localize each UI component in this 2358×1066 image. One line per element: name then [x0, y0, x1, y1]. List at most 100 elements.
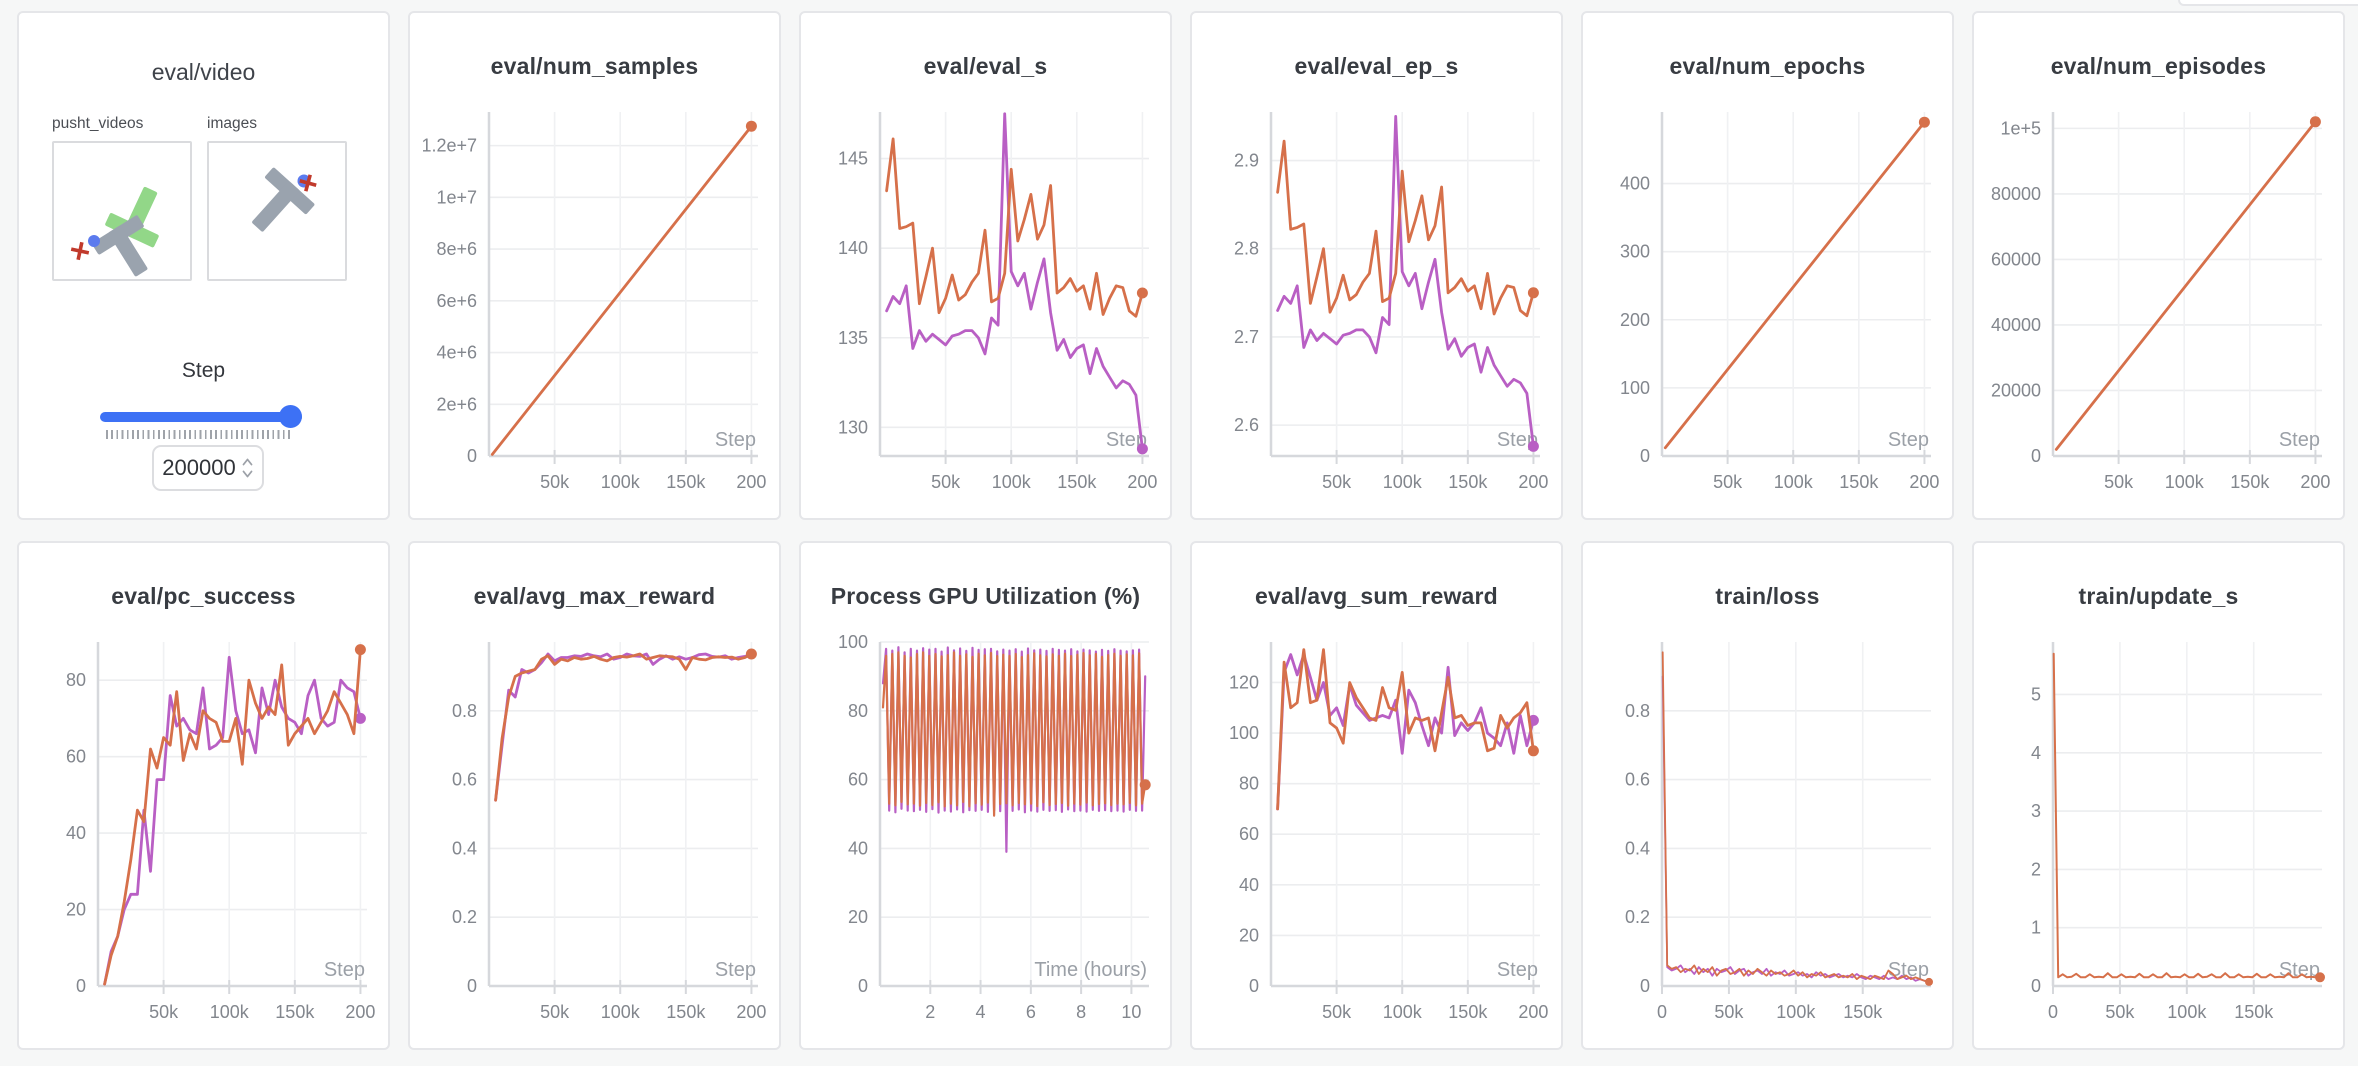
svg-text:0: 0	[1657, 1002, 1667, 1022]
chart-eval-avg-max-reward[interactable]: 0 0.2 0.4 0.6 0.8 50k 100k 150k 200 Step	[423, 632, 768, 1032]
chart-eval-num-samples[interactable]: 0 2e+6 4e+6 6e+6 8e+6 1e+7 1.2e+7 50k 100k 150k 20…	[423, 102, 768, 502]
svg-text:0.4: 0.4	[1625, 838, 1650, 858]
svg-text:150k: 150k	[1448, 472, 1488, 492]
svg-text:0.4: 0.4	[452, 838, 477, 858]
svg-text:150k: 150k	[1843, 1002, 1883, 1022]
svg-text:100: 100	[838, 632, 868, 652]
svg-text:100k: 100k	[2165, 472, 2205, 492]
svg-text:0.6: 0.6	[452, 770, 477, 790]
panel-eval-num-epochs: eval/num_epochs 0 100 200 300 400 50k 100k 150k…	[1581, 11, 1954, 520]
svg-text:Step: Step	[1888, 959, 1929, 981]
chart-eval-eval-ep-s[interactable]: 2.6 2.7 2.8 2.9 50k 100k 150k 200 Step	[1205, 102, 1550, 502]
chart-title: eval/eval_s	[923, 53, 1048, 79]
svg-text:60: 60	[1239, 824, 1259, 844]
svg-text:200: 200	[1909, 472, 1939, 492]
stepper-down-icon	[242, 470, 253, 478]
svg-text:200: 200	[736, 1002, 766, 1022]
chart-process-gpu-utilization[interactable]: 0 20 40 60 80 100 2 4 6 8 10 Time (hours)	[814, 632, 1159, 1032]
svg-text:40: 40	[848, 838, 868, 858]
panel-process-gpu-utilization: Process GPU Utilization (%) 0 20 40 60 80 100…	[799, 541, 1172, 1050]
svg-text:6: 6	[1026, 1002, 1036, 1022]
step-slider-track[interactable]	[100, 412, 302, 422]
svg-text:10: 10	[1121, 1002, 1141, 1022]
panel-train-loss: train/loss 0 0.2 0.4 0.6 0.8 0 50k 100k 150k Step	[1581, 541, 1954, 1050]
svg-text:80: 80	[66, 670, 86, 690]
chart-eval-eval-s[interactable]: 130 135 140 145 50k 100k 150k 200 Step	[814, 102, 1159, 502]
svg-text:200: 200	[345, 1002, 375, 1022]
panel-eval-num-episodes: eval/num_episodes 0 20000 40000 60000 80000 1…	[1972, 11, 2345, 520]
svg-text:20: 20	[848, 907, 868, 927]
svg-text:150k: 150k	[2234, 1002, 2274, 1022]
svg-text:120: 120	[1229, 672, 1259, 692]
pusht-target-cross-icon	[70, 241, 90, 261]
svg-text:4: 4	[976, 1002, 986, 1022]
panel-eval-eval-ep-s: eval/eval_ep_s 2.6 2.7 2.8 2.9 50k 100k 150k 20…	[1190, 11, 1563, 520]
svg-text:100: 100	[1620, 378, 1650, 398]
svg-text:0: 0	[2048, 1002, 2058, 1022]
chart-title: train/loss	[1715, 583, 1820, 609]
chart-eval-num-episodes[interactable]: 0 20000 40000 60000 80000 1e+5 50k 100k 150k 200 S…	[1987, 102, 2332, 502]
chart-eval-avg-sum-reward[interactable]: 0 20 40 60 80 100 120 50k 100k 150k 200 Step	[1205, 632, 1550, 1032]
images-scene-image	[252, 167, 317, 232]
svg-text:50k: 50k	[149, 1002, 179, 1022]
chart-title: train/update_s	[2078, 583, 2239, 609]
chart-title: eval/num_samples	[490, 53, 699, 79]
chart-title: eval/eval_ep_s	[1294, 53, 1459, 79]
step-slider-label: Step	[181, 359, 226, 382]
panel-eval-eval-s: eval/eval_s 130 135 140 145 50k 100k 150k 200 St…	[799, 11, 1172, 520]
svg-text:2.7: 2.7	[1234, 327, 1259, 347]
media-panel-title: eval/video	[151, 59, 256, 85]
svg-text:200: 200	[1620, 310, 1650, 330]
step-stepper[interactable]	[241, 456, 254, 480]
svg-text:100k: 100k	[992, 472, 1032, 492]
partial-panel-edge	[2178, 0, 2358, 6]
svg-text:2.9: 2.9	[1234, 151, 1259, 171]
chart-train-update-s[interactable]: 0 1 2 3 4 5 0 50k 100k 150k Step	[1987, 632, 2332, 1032]
svg-text:Time (hours): Time (hours)	[1034, 959, 1147, 981]
svg-text:140: 140	[838, 238, 868, 258]
media-label-pusht-videos: pusht_videos	[52, 115, 144, 132]
svg-text:60000: 60000	[1991, 249, 2041, 269]
svg-text:0: 0	[2031, 446, 2041, 466]
panel-eval-avg-sum-reward: eval/avg_sum_reward 0 20 40 60 80 100 120 50k 10…	[1190, 541, 1563, 1050]
svg-text:150k: 150k	[1057, 472, 1097, 492]
svg-text:50k: 50k	[1713, 472, 1743, 492]
svg-text:50k: 50k	[2104, 472, 2134, 492]
step-number-input[interactable]: 200000	[152, 445, 264, 491]
svg-text:Step: Step	[1106, 429, 1147, 451]
panel-train-update-s: train/update_s 0 1 2 3 4 5 0 50k 100k 150k Step	[1972, 541, 2345, 1050]
chart-title: Process GPU Utilization (%)	[830, 583, 1141, 609]
chart-eval-pc-success[interactable]: 0 20 40 60 80 50k 100k 150k 200 Step	[32, 632, 377, 1032]
svg-text:50k: 50k	[1322, 1002, 1352, 1022]
svg-text:1: 1	[2031, 918, 2041, 938]
images-gray-t-shape	[252, 167, 315, 232]
svg-text:60: 60	[848, 770, 868, 790]
svg-text:100k: 100k	[1383, 1002, 1423, 1022]
svg-text:1e+7: 1e+7	[436, 187, 477, 207]
images-thumbnail[interactable]	[207, 141, 347, 281]
svg-text:0: 0	[76, 976, 86, 996]
svg-text:0: 0	[1640, 976, 1650, 996]
svg-text:Step: Step	[1888, 429, 1929, 451]
svg-text:3: 3	[2031, 801, 2041, 821]
chart-train-loss[interactable]: 0 0.2 0.4 0.6 0.8 0 50k 100k 150k Step	[1596, 632, 1941, 1032]
svg-text:100k: 100k	[210, 1002, 250, 1022]
svg-text:100k: 100k	[1776, 1002, 1816, 1022]
svg-text:8e+6: 8e+6	[436, 239, 477, 259]
svg-text:150k: 150k	[1839, 472, 1879, 492]
pusht-video-thumbnail[interactable]	[52, 141, 192, 281]
svg-text:40000: 40000	[1991, 315, 2041, 335]
svg-text:0.8: 0.8	[452, 701, 477, 721]
svg-text:Step: Step	[715, 959, 756, 981]
svg-text:150k: 150k	[2230, 472, 2270, 492]
svg-text:80000: 80000	[1991, 184, 2041, 204]
svg-text:20000: 20000	[1991, 380, 2041, 400]
pusht-scene-image	[70, 186, 159, 277]
svg-text:150k: 150k	[1448, 1002, 1488, 1022]
svg-text:6e+6: 6e+6	[436, 291, 477, 311]
chart-eval-num-epochs[interactable]: 0 100 200 300 400 50k 100k 150k 200 Step	[1596, 102, 1941, 502]
svg-text:50k: 50k	[540, 1002, 570, 1022]
svg-text:Step: Step	[2279, 959, 2320, 981]
svg-text:150k: 150k	[275, 1002, 315, 1022]
step-slider-thumb[interactable]	[279, 405, 302, 428]
